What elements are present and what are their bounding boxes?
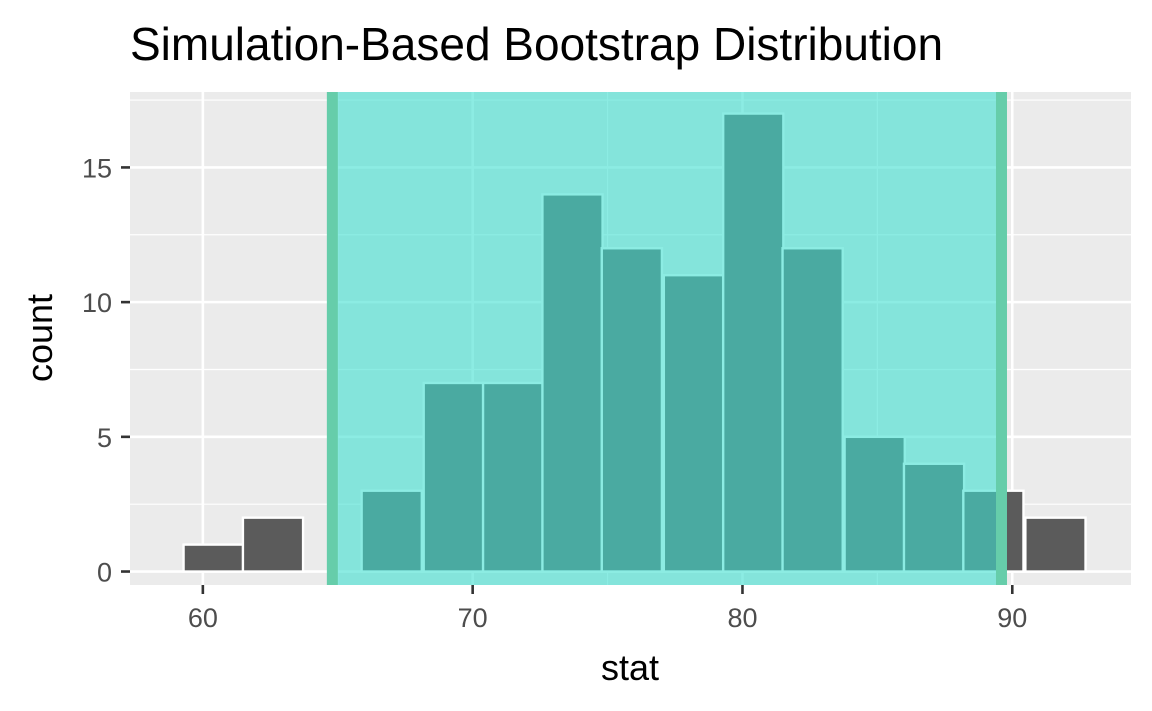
x-axis-title: stat	[601, 647, 659, 688]
ci-shade	[332, 92, 1002, 585]
y-tick-label: 0	[97, 558, 112, 588]
y-tick-label: 10	[82, 288, 112, 318]
y-axis: 0 5 10 15	[82, 153, 130, 588]
y-tick-label: 15	[82, 153, 112, 183]
x-tick-label: 70	[458, 603, 488, 633]
x-tick-label: 60	[188, 603, 218, 633]
histogram-bar	[241, 516, 305, 573]
y-tick-label: 5	[97, 423, 112, 453]
histogram-bar	[1024, 516, 1087, 573]
confidence-interval	[326, 92, 1007, 585]
y-axis-title: count	[19, 294, 60, 382]
x-tick-label: 80	[727, 603, 757, 633]
histogram-bar	[182, 543, 245, 573]
x-tick-label: 90	[997, 603, 1027, 633]
x-axis: 60 70 80 90	[188, 585, 1027, 633]
chart-title: Simulation-Based Bootstrap Distribution	[130, 18, 943, 70]
